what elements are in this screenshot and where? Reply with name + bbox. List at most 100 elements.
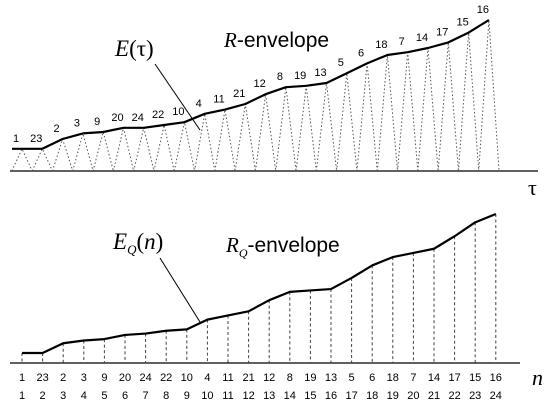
top-peak-label: 21 xyxy=(233,88,245,100)
bottom-order-label: 14 xyxy=(428,372,440,384)
top-peak-label: 12 xyxy=(253,78,265,90)
bottom-order-label: 22 xyxy=(160,372,172,384)
bottom-curve-label: EQ(n) xyxy=(112,229,163,257)
bottom-index-labels: 1 2 3 4 5 6 7 8 9 10 11 12 13 14 15 16 17 18 19 20 21 22 23 24 xyxy=(19,390,502,402)
bottom-order-label: 23 xyxy=(36,372,48,384)
top-dotted-wave xyxy=(417,47,439,172)
top-dotted-wave xyxy=(376,54,399,172)
top-curve-label-leader xyxy=(154,63,201,131)
bottom-index-label: 1 xyxy=(19,390,25,402)
bottom-index-label: 7 xyxy=(143,390,149,402)
bottom-order-label: 5 xyxy=(349,372,355,384)
bottom-index-label: 16 xyxy=(325,390,337,402)
bottom-order-label: 17 xyxy=(448,372,460,384)
top-peak-label: 11 xyxy=(213,94,224,106)
bottom-order-label: 15 xyxy=(469,372,481,384)
bottom-index-label: 13 xyxy=(263,390,275,402)
bottom-order-label: 9 xyxy=(101,372,107,384)
bottom-order-label: 13 xyxy=(325,372,337,384)
bottom-index-label: 18 xyxy=(366,390,378,402)
top-peak-label: 22 xyxy=(152,109,164,121)
top-peak-label: 7 xyxy=(399,36,405,48)
bottom-panel: 1 23 2 3 9 20 24 22 10 4 11 21 12 8 19 13 5 6 18 7 14 17 15 16 … xyxy=(10,212,543,402)
top-dotted-wave xyxy=(397,52,419,172)
top-peak-label: 8 xyxy=(277,71,283,83)
bottom-index-label: 6 xyxy=(122,390,128,402)
bottom-order-label: 18 xyxy=(387,372,399,384)
top-dotted-wave xyxy=(194,113,216,172)
top-dotted-wave xyxy=(234,103,256,172)
top-peak-label: 20 xyxy=(111,112,123,124)
top-dotted-wave xyxy=(437,42,459,172)
top-dotted-wave xyxy=(173,122,196,172)
top-envelope-curve xyxy=(12,19,490,150)
top-dotted-wave xyxy=(478,19,500,172)
bottom-index-label: 23 xyxy=(469,390,481,402)
top-dotted-wave xyxy=(133,127,155,172)
top-peak-label: 4 xyxy=(196,98,202,110)
bottom-order-label: 3 xyxy=(81,372,87,384)
bottom-order-label: 16 xyxy=(490,372,502,384)
bottom-index-label: 11 xyxy=(222,390,233,402)
bottom-index-label: 8 xyxy=(163,390,169,402)
top-panel-title: R-envelope xyxy=(223,28,329,52)
top-peak-label: 9 xyxy=(94,116,100,128)
top-dotted-wave xyxy=(457,32,480,172)
bottom-order-label: 1 xyxy=(19,372,25,384)
bottom-order-label: 6 xyxy=(369,372,375,384)
bottom-order-label: 7 xyxy=(410,372,416,384)
top-peak-label: 6 xyxy=(358,47,364,59)
top-dotted-wave xyxy=(51,137,74,172)
bottom-order-label: 8 xyxy=(287,372,293,384)
top-dotted-wave xyxy=(275,87,297,172)
bottom-index-label: 10 xyxy=(201,390,213,402)
bottom-index-label: 5 xyxy=(101,390,107,402)
bottom-index-label: 24 xyxy=(490,390,502,402)
bottom-index-label: 22 xyxy=(448,390,460,402)
top-curve-label: E(τ) xyxy=(114,36,154,61)
tau-axis-label: τ xyxy=(528,175,537,200)
top-dotted-wave xyxy=(336,73,358,172)
top-peak-label: 16 xyxy=(477,4,489,16)
top-dotted-wave xyxy=(31,147,53,172)
top-peak-label: 3 xyxy=(74,117,80,129)
top-dotted-wave xyxy=(11,147,33,172)
bottom-index-label: 14 xyxy=(284,390,296,402)
bottom-index-label: 19 xyxy=(387,390,399,402)
bottom-curve-label-leader xyxy=(159,257,201,323)
bottom-order-labels: 1 23 2 3 9 20 24 22 10 4 11 21 12 8 19 13 5 6 18 7 14 17 15 16 xyxy=(19,372,502,384)
top-dotted-wave xyxy=(295,85,317,172)
top-peak-label: 5 xyxy=(338,57,344,69)
bottom-order-label: 24 xyxy=(139,372,151,384)
top-peak-label: 14 xyxy=(416,32,428,44)
bottom-order-label: 10 xyxy=(181,372,193,384)
top-peak-label: 1 xyxy=(13,133,19,145)
bottom-order-label: 4 xyxy=(204,372,210,384)
bottom-order-label: 20 xyxy=(119,372,131,384)
bottom-envelope-curve xyxy=(22,212,497,355)
top-peak-label: 23 xyxy=(30,133,42,145)
top-dotted-wave xyxy=(356,63,378,172)
bottom-index-label: 9 xyxy=(184,390,190,402)
top-dotted-wave xyxy=(153,124,175,172)
top-peak-label: 2 xyxy=(54,123,60,135)
bottom-order-label: 12 xyxy=(263,372,275,384)
n-axis-label: n xyxy=(532,365,543,390)
bottom-index-label: 15 xyxy=(304,390,316,402)
top-dotted-wave xyxy=(315,82,338,172)
bottom-index-label: 20 xyxy=(407,390,419,402)
top-peak-label: 19 xyxy=(294,70,306,82)
top-peak-label: 13 xyxy=(314,67,326,79)
top-dotted-wave xyxy=(92,130,114,172)
bottom-order-label: 19 xyxy=(304,372,316,384)
top-dotted-wave xyxy=(214,109,236,172)
top-dotted-wave xyxy=(254,94,277,172)
top-dotted-wave xyxy=(72,131,94,172)
bottom-dashed-verticals xyxy=(21,214,497,363)
bottom-panel-title: RQ-envelope xyxy=(225,233,340,260)
top-peak-label: 17 xyxy=(436,26,448,38)
bottom-index-label: 3 xyxy=(60,390,66,402)
